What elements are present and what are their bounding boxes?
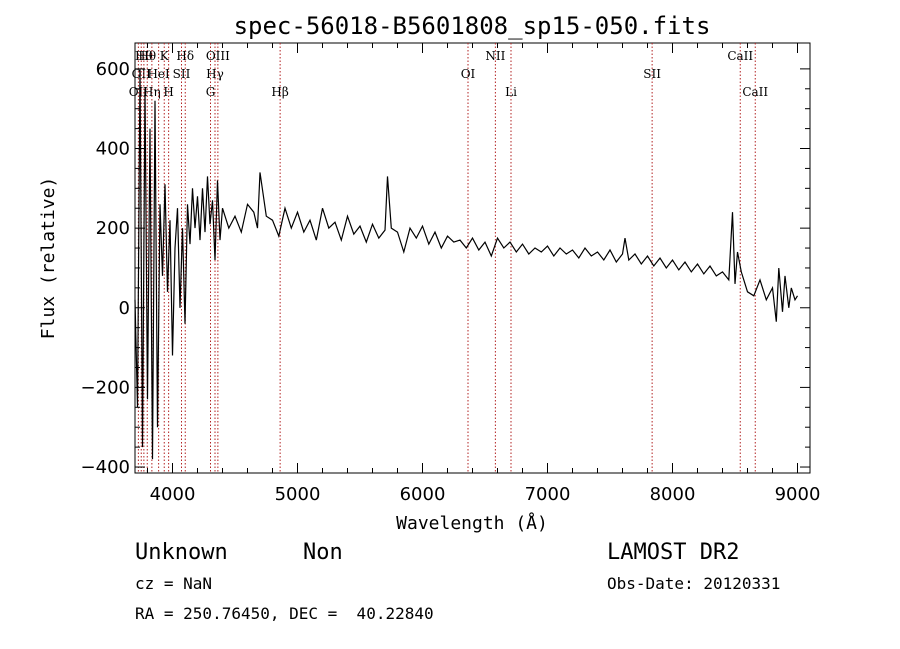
object-subclass: Non bbox=[303, 540, 343, 565]
spectral-line-label: OII bbox=[132, 67, 152, 81]
x-tick-label: 7000 bbox=[525, 484, 571, 505]
spectral-line-label: OIII bbox=[206, 49, 230, 63]
x-tick-label: 4000 bbox=[150, 484, 196, 505]
spectral-line-label: K bbox=[160, 49, 170, 63]
plot-frame bbox=[134, 42, 811, 474]
x-tick-label: 9000 bbox=[775, 484, 821, 505]
spectral-line-label: SII bbox=[173, 67, 191, 81]
spectral-line-label: SII bbox=[643, 67, 661, 81]
spectral-line-label: Hγ bbox=[206, 67, 224, 81]
spectral-line-label: H bbox=[163, 85, 173, 99]
y-axis-label: Flux (relative) bbox=[38, 177, 59, 340]
spectral-line-label: CaII bbox=[742, 85, 768, 99]
coordinates: RA = 250.76450, DEC = 40.22840 bbox=[135, 604, 434, 623]
spectral-line-label: Li bbox=[505, 85, 517, 99]
y-tick-label: 200 bbox=[96, 218, 130, 239]
x-axis-label: Wavelength (Å) bbox=[396, 512, 548, 534]
spectral-line-label: Hθ bbox=[138, 49, 156, 63]
spectral-line-label: Hθ bbox=[135, 49, 153, 63]
axis-tick-labels: 4000 5000 6000 7000 8000 9000 −400 −200 0 200 400 6… bbox=[81, 59, 821, 505]
axis-ticks bbox=[135, 43, 810, 473]
x-tick-label: 5000 bbox=[275, 484, 321, 505]
redshift-cz: cz = NaN bbox=[135, 574, 212, 593]
flux-series-line bbox=[134, 68, 799, 460]
spectral-line-label: G bbox=[206, 85, 216, 99]
spectral-line-label: OI bbox=[461, 67, 476, 81]
spectral-line-label: Hβ bbox=[271, 85, 288, 99]
y-tick-label: 600 bbox=[96, 59, 130, 80]
spectral-line-label: NII bbox=[485, 49, 505, 63]
x-tick-label: 6000 bbox=[400, 484, 446, 505]
x-tick-label: 8000 bbox=[650, 484, 696, 505]
y-tick-label: −400 bbox=[81, 457, 130, 478]
survey-label: LAMOST DR2 bbox=[607, 540, 739, 565]
spectral-line-label: Hη bbox=[143, 85, 161, 99]
spectral-line-label: CaII bbox=[727, 49, 753, 63]
spectral-line-label: Hδ bbox=[176, 49, 194, 63]
y-tick-label: 0 bbox=[119, 298, 130, 319]
object-class: Unknown bbox=[135, 540, 228, 565]
y-tick-label: 400 bbox=[96, 139, 130, 160]
spectral-line-label: HeI bbox=[147, 67, 170, 81]
y-tick-label: −200 bbox=[81, 377, 130, 398]
observation-date: Obs-Date: 20120331 bbox=[607, 574, 780, 593]
chart-title: spec-56018-B5601808_sp15-050.fits bbox=[234, 12, 711, 40]
spectral-line-markers: OIIOIIHθHθHηHeIKHSIIHδGHγOIIIHβOINIILiSI… bbox=[129, 43, 768, 473]
